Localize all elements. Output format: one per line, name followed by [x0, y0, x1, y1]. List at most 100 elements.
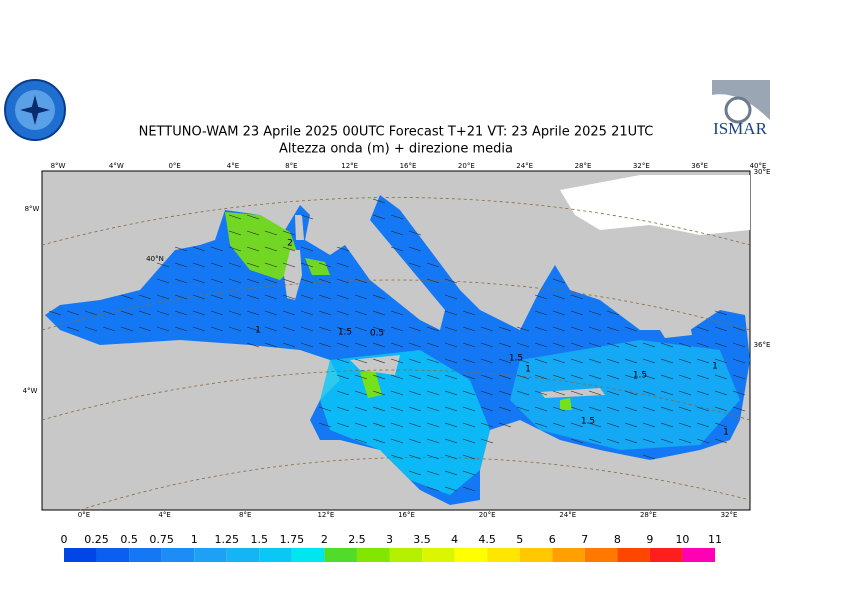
arrow [696, 342, 710, 348]
arrow [102, 326, 116, 332]
arrow [570, 390, 584, 396]
arrow [516, 342, 530, 348]
top-lon-label: 32°E [633, 162, 650, 170]
arrow [120, 326, 134, 332]
arrow [570, 422, 584, 428]
arrow [696, 358, 710, 364]
arrow [138, 310, 152, 316]
arrow [354, 406, 368, 412]
arrow [498, 390, 512, 396]
arrow [336, 390, 350, 396]
arrow [660, 438, 674, 444]
arrow [372, 390, 386, 396]
arrow [606, 390, 620, 396]
arrow [696, 438, 710, 444]
arrow [462, 374, 476, 380]
arrow [264, 294, 278, 300]
legend-swatch [584, 548, 618, 562]
legend-swatch [96, 548, 130, 562]
arrow [570, 310, 584, 316]
arrow [660, 390, 674, 396]
arrow [156, 294, 170, 300]
arrow [462, 438, 476, 444]
legend-label: 10 [675, 533, 689, 546]
arrow [408, 342, 422, 348]
top-lon-label: 24°E [516, 162, 533, 170]
contour-label: 1.5 [633, 371, 647, 381]
top-lon-label: 28°E [575, 162, 592, 170]
bottom-lon-label: 20°E [479, 511, 496, 519]
arrow [624, 342, 638, 348]
arrow [192, 246, 206, 252]
arrow [426, 374, 440, 380]
arrow [354, 310, 368, 316]
arrow [426, 438, 440, 444]
arrow [534, 342, 548, 348]
arrow [660, 374, 674, 380]
arrow [732, 342, 746, 348]
arrow [552, 310, 566, 316]
arrow [228, 262, 242, 268]
arrow [192, 294, 206, 300]
bottom-lon-label: 32°E [721, 511, 738, 519]
arrow [588, 406, 602, 412]
arrow [660, 342, 674, 348]
arrow [696, 390, 710, 396]
arrow [372, 310, 386, 316]
arrow [732, 374, 746, 380]
arrow [714, 358, 728, 364]
arrow [678, 422, 692, 428]
arrow [444, 422, 458, 428]
contour-label: 1.5 [581, 417, 595, 427]
legend-swatch [356, 548, 390, 562]
arrow [588, 310, 602, 316]
arrow [444, 390, 458, 396]
arrow [498, 406, 512, 412]
arrow [264, 246, 278, 252]
arrow [570, 294, 584, 300]
arrow [246, 294, 260, 300]
arrow [120, 310, 134, 316]
arrow [678, 374, 692, 380]
left-lat-label: 8°W [25, 205, 40, 213]
bottom-lon-label: 28°E [640, 511, 657, 519]
arrow [498, 422, 512, 428]
arrow [624, 406, 638, 412]
arrow [444, 278, 458, 284]
arrow [102, 310, 116, 316]
arrow [282, 294, 296, 300]
arrow [534, 422, 548, 428]
arrow [354, 294, 368, 300]
arrow [552, 278, 566, 284]
arrow [408, 422, 422, 428]
bottom-lon-label: 24°E [559, 511, 576, 519]
arrow [678, 342, 692, 348]
arrow [462, 326, 476, 332]
arrow [282, 326, 296, 332]
arrow [372, 214, 386, 220]
arrow [660, 406, 674, 412]
arrow [264, 326, 278, 332]
arrow [552, 406, 566, 412]
arrow [552, 374, 566, 380]
arrow [426, 486, 440, 492]
logo-text: ISMAR [713, 119, 768, 138]
arrow [570, 374, 584, 380]
arrow [192, 310, 206, 316]
arrow [300, 326, 314, 332]
legend-swatch [649, 548, 683, 562]
arrow [354, 390, 368, 396]
arrow [336, 422, 350, 428]
arrow [246, 246, 260, 252]
arrow [336, 374, 350, 380]
arrow [300, 262, 314, 268]
arrow [156, 326, 170, 332]
arrow [408, 374, 422, 380]
legend-label: 7 [581, 533, 588, 546]
arrow [642, 390, 656, 396]
subtitle: Altezza onda (m) + direzione media [279, 142, 513, 157]
legend-label: 4 [451, 533, 458, 546]
arrow [210, 326, 224, 332]
arrow [462, 406, 476, 412]
arrow [606, 438, 620, 444]
